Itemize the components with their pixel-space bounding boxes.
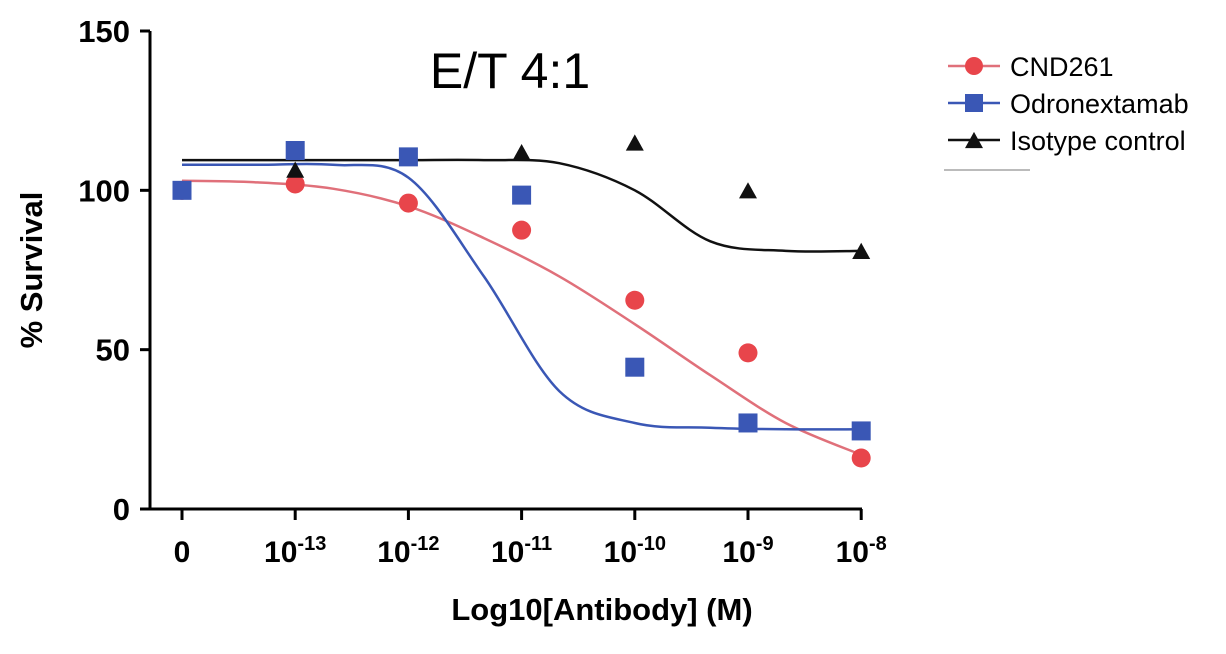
data-point-odronextamab — [738, 413, 758, 433]
data-point-odronextamab — [625, 357, 645, 377]
legend-label: Odronextamab — [1010, 89, 1189, 119]
data-point-cnd261 — [285, 174, 305, 194]
legend-marker — [965, 131, 983, 149]
data-point-odronextamab — [512, 185, 532, 205]
legend: CND261 Odronextamab Isotype control — [944, 52, 1189, 171]
fit-curve-odronextamab — [181, 162, 862, 431]
x-tick-label: 10-12 — [377, 533, 439, 569]
data-point-cnd261 — [851, 448, 871, 468]
data-point-isotype-control — [852, 242, 871, 259]
x-tick-label: 0 — [174, 536, 191, 569]
data-point-isotype-control — [739, 182, 757, 199]
data-point-odronextamab — [851, 421, 871, 441]
x-tick-label: 10-9 — [722, 533, 773, 569]
data-point-cnd261 — [738, 343, 758, 363]
data-point-cnd261 — [512, 220, 532, 240]
y-axis-ticks: 0 50 100 150 — [78, 14, 150, 527]
legend-marker — [965, 94, 983, 112]
legend-label: CND261 — [1010, 52, 1114, 82]
y-tick-label: 150 — [78, 14, 130, 49]
legend-label: Isotype control — [1010, 126, 1186, 156]
data-point-odronextamab — [285, 141, 305, 160]
x-tick-label: 10-8 — [836, 533, 887, 569]
data-point-isotype-control — [512, 143, 531, 161]
data-point-odronextamab — [172, 180, 192, 200]
x-tick-label: 10-10 — [604, 533, 666, 569]
y-tick-label: 100 — [78, 173, 130, 208]
y-tick-label: 50 — [96, 333, 130, 368]
y-axis-title: % Survival — [14, 192, 49, 349]
x-axis-title: Log10[Antibody] (M) — [451, 592, 752, 627]
data-points — [172, 134, 871, 468]
data-point-cnd261 — [398, 193, 418, 213]
legend-marker — [965, 57, 983, 75]
y-tick-label: 0 — [113, 492, 130, 527]
x-tick-label: 10-13 — [264, 533, 326, 569]
data-point-isotype-control — [625, 134, 644, 151]
x-axis-ticks: 0 10-13 10-12 10-11 10-10 10-9 10-8 — [174, 509, 887, 569]
chart-title: E/T 4:1 — [430, 43, 590, 99]
data-point-odronextamab — [398, 147, 418, 167]
data-point-cnd261 — [625, 290, 645, 310]
data-point-isotype-control — [286, 161, 305, 178]
x-tick-label: 10-11 — [491, 533, 552, 569]
